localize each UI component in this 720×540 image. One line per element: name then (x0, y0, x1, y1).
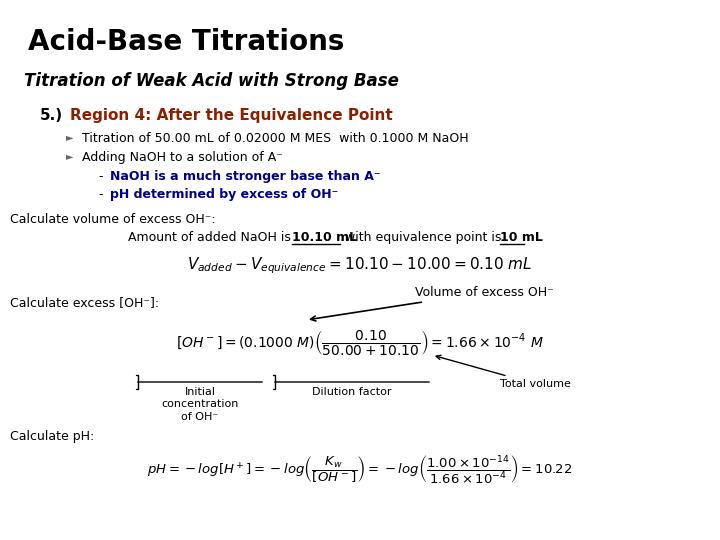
Text: -: - (98, 170, 102, 183)
Text: Calculate volume of excess OH⁻:: Calculate volume of excess OH⁻: (10, 213, 215, 226)
Text: Calculate pH:: Calculate pH: (10, 430, 94, 443)
Text: NaOH is a much stronger base than A⁻: NaOH is a much stronger base than A⁻ (110, 170, 380, 183)
Text: ►: ► (66, 151, 73, 161)
Text: $[OH^-] = \left(0.1000\ M\right)\left(\dfrac{0.10}{50.00 + 10.10}\right) = 1.66 : $[OH^-] = \left(0.1000\ M\right)\left(\d… (176, 328, 544, 357)
Text: Region 4: After the Equivalence Point: Region 4: After the Equivalence Point (70, 108, 392, 123)
Text: with equivalence point is: with equivalence point is (341, 231, 505, 244)
Text: 5.): 5.) (40, 108, 63, 123)
Text: Acid-Base Titrations: Acid-Base Titrations (28, 28, 344, 56)
Text: pH determined by excess of OH⁻: pH determined by excess of OH⁻ (110, 188, 338, 201)
Text: 10 mL: 10 mL (500, 231, 543, 244)
Text: -: - (98, 188, 102, 201)
Text: Initial
concentration
of OH⁻: Initial concentration of OH⁻ (161, 387, 239, 422)
Text: Calculate excess [OH⁻]:: Calculate excess [OH⁻]: (10, 296, 159, 309)
Text: Amount of added NaOH is: Amount of added NaOH is (128, 231, 295, 244)
Text: Dilution factor: Dilution factor (312, 387, 392, 397)
Text: Total volume: Total volume (436, 355, 571, 389)
Text: Titration of Weak Acid with Strong Base: Titration of Weak Acid with Strong Base (24, 72, 399, 90)
Text: $pH = -log[H^+] = -log\left(\dfrac{K_w}{[OH^-]}\right) = -log\left(\dfrac{1.00 \: $pH = -log[H^+] = -log\left(\dfrac{K_w}{… (148, 453, 572, 485)
Text: Volume of excess OH⁻: Volume of excess OH⁻ (310, 286, 554, 321)
Text: Adding NaOH to a solution of A⁻: Adding NaOH to a solution of A⁻ (82, 151, 283, 164)
Text: ►: ► (66, 132, 73, 142)
Text: $V_{added} - V_{equivalence} = 10.10 - 10.00 = 0.10\ mL$: $V_{added} - V_{equivalence} = 10.10 - 1… (187, 255, 533, 275)
Text: Titration of 50.00 mL of 0.02000 M MES  with 0.1000 M NaOH: Titration of 50.00 mL of 0.02000 M MES w… (82, 132, 469, 145)
Text: 10.10 mL: 10.10 mL (292, 231, 357, 244)
